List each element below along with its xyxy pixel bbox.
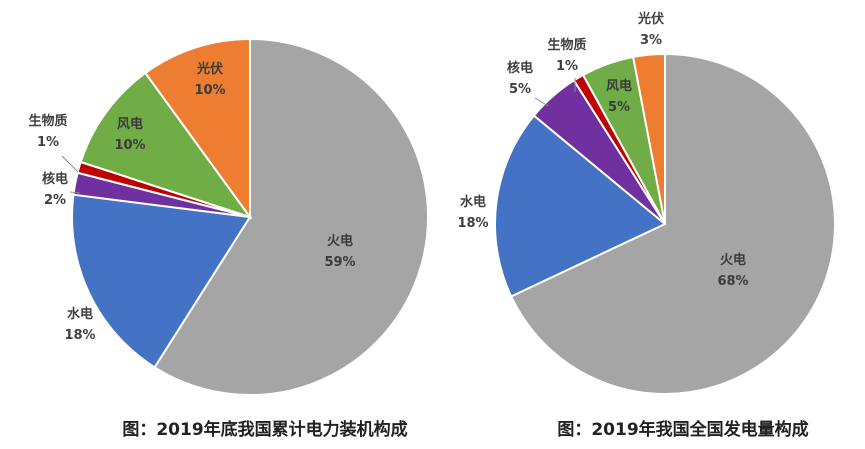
leader-line	[534, 97, 549, 107]
slice-percent-label: 1%	[37, 135, 59, 150]
pie-chart-generation: 火电 68% 水电 18% 核电 5% 生物质 1% 风电 5% 光伏 3%	[457, 11, 836, 395]
pie-slice-0	[153, 37, 429, 396]
slice-percent-label: 5%	[509, 82, 531, 97]
pie-slice-4	[79, 71, 253, 219]
pie-slice-1	[71, 193, 252, 369]
slice-percent-label: 10%	[114, 138, 145, 153]
slice-name-label: 核电	[42, 171, 68, 187]
slice-name-label: 水电	[67, 306, 93, 322]
pie-slice-5	[143, 37, 251, 221]
slice-percent-label: 1%	[556, 59, 578, 74]
slice-percent-label: 5%	[608, 100, 630, 115]
pie-slice-1	[494, 114, 667, 298]
slice-name-label: 火电	[327, 233, 353, 249]
pie-slice-0	[509, 52, 836, 395]
slice-percent-label: 18%	[64, 328, 95, 343]
slice-percent-label: 59%	[324, 255, 355, 270]
slice-name-label: 水电	[460, 194, 486, 210]
slice-name-label: 光伏	[637, 11, 664, 27]
slice-name-label: 光伏	[196, 61, 223, 77]
slice-percent-label: 2%	[44, 193, 66, 208]
slice-name-label: 生物质	[28, 113, 67, 129]
chart-title-installed-capacity: 图：2019年底我国累计电力装机构成	[122, 419, 407, 440]
leader-line	[61, 155, 79, 173]
pie-chart-installed-capacity: 火电 59% 水电 18% 核电 2% 生物质 1% 风电 10% 光伏 10%	[28, 37, 429, 396]
leader-line	[69, 191, 81, 194]
slice-percent-label: 18%	[457, 216, 488, 231]
slice-percent-label: 10%	[194, 83, 225, 98]
slice-name-label: 生物质	[547, 37, 586, 53]
pie-slice-5	[631, 52, 666, 225]
slice-name-label: 风电	[117, 116, 143, 132]
slice-name-label: 火电	[720, 252, 746, 268]
slice-name-label: 核电	[507, 60, 533, 76]
slice-percent-label: 3%	[640, 33, 662, 48]
slice-percent-label: 68%	[717, 274, 748, 289]
chart-title-generation: 图：2019年我国全国发电量构成	[557, 419, 808, 440]
slice-name-label: 风电	[606, 78, 632, 94]
